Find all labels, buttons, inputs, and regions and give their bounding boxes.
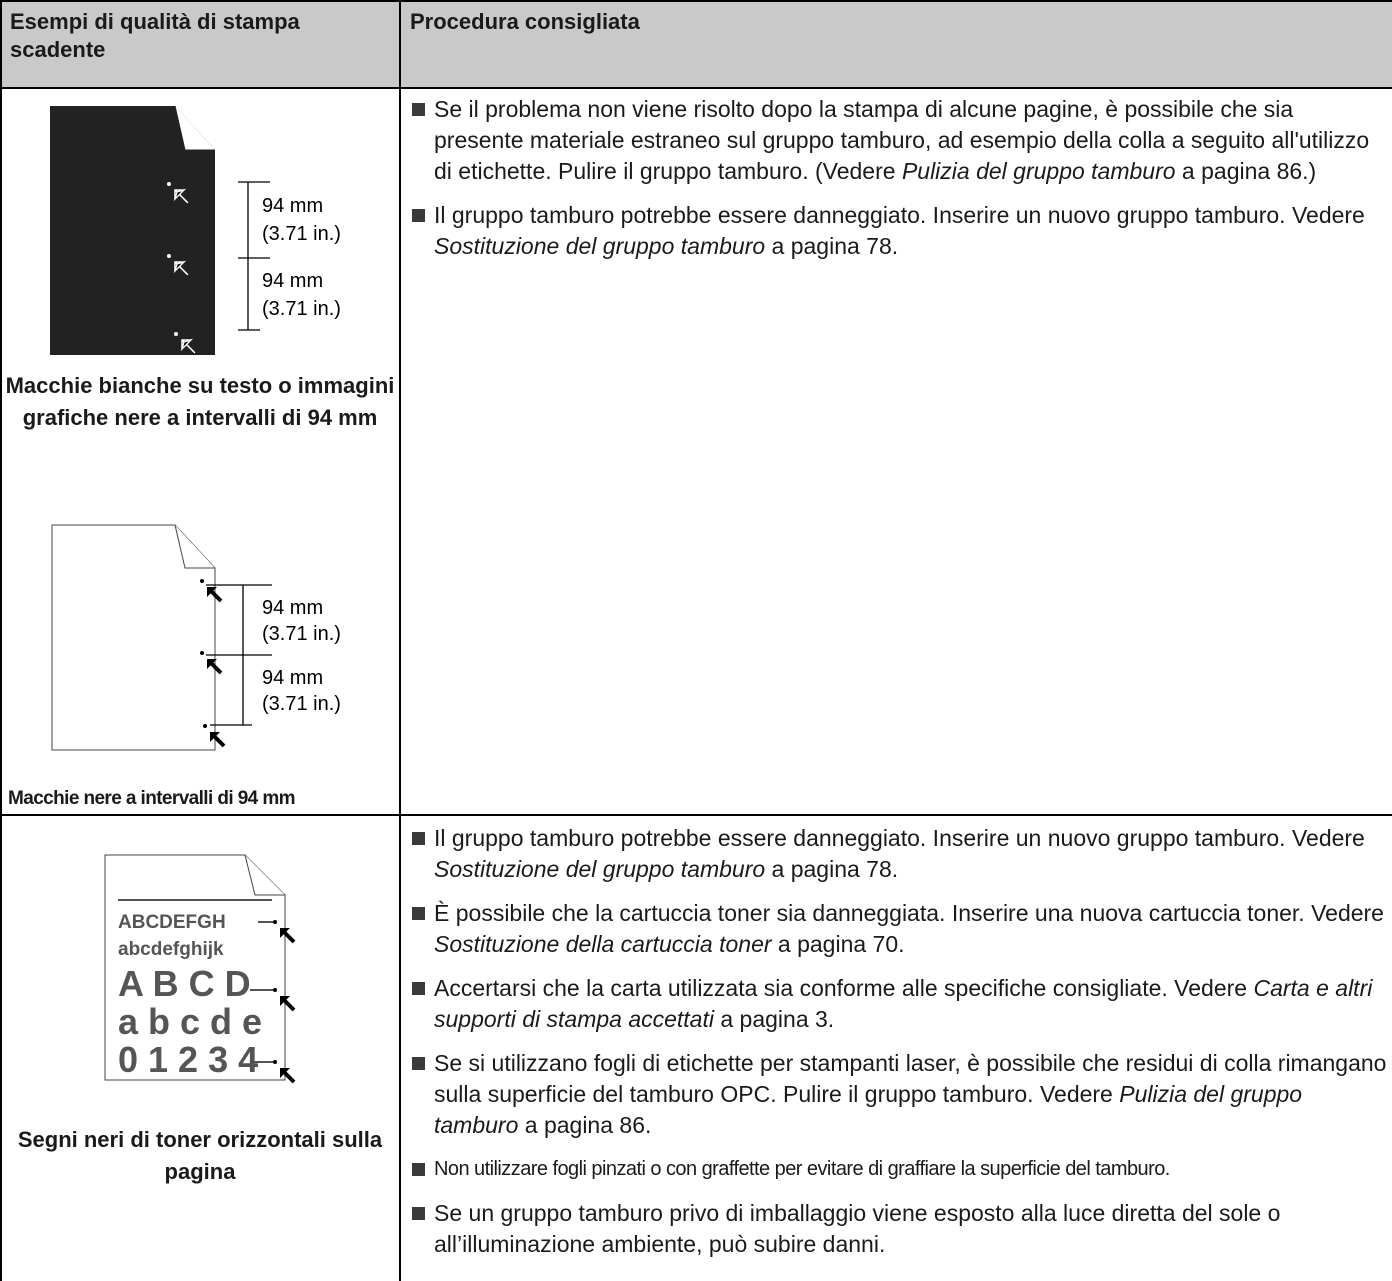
figure-caption: Macchie bianche su testo o immagini graf… bbox=[5, 373, 395, 430]
item-text: Non utilizzare fogli pinzati o con graff… bbox=[434, 1158, 1170, 1180]
table-border bbox=[0, 814, 1392, 816]
item-text: È possibile che la cartuccia toner sia d… bbox=[434, 900, 1391, 926]
item-text: a pagina 86. bbox=[518, 1112, 652, 1138]
item-text: a pagina 78. bbox=[765, 233, 899, 259]
reference-link-text: Pulizia del gruppo tamburo bbox=[434, 1081, 1309, 1138]
bullet-item: Il gruppo tamburo potrebbe essere danneg… bbox=[410, 200, 1385, 262]
dimension-label: 94 mm bbox=[262, 195, 323, 217]
reference-link-text: Pulizia del gruppo tamburo bbox=[901, 158, 1176, 184]
bullet-item: Non utilizzare fogli pinzati o con graff… bbox=[410, 1154, 1388, 1185]
procedure-cell: Se il problema non viene risolto dopo la… bbox=[410, 94, 1385, 275]
sample-line: 0 1 2 3 4 bbox=[118, 1039, 258, 1080]
dimension-label: (3.71 in.) bbox=[262, 298, 341, 320]
bullet-list: Il gruppo tamburo potrebbe essere danneg… bbox=[410, 823, 1388, 1260]
sample-line: a b c d e bbox=[118, 1001, 262, 1042]
table-border bbox=[0, 0, 2, 1281]
bullet-item: Il gruppo tamburo potrebbe essere danneg… bbox=[410, 823, 1388, 885]
bullet-item: Se un gruppo tamburo privo di imballaggi… bbox=[410, 1198, 1388, 1260]
item-text: a pagina 70. bbox=[771, 931, 905, 957]
sample-line: abcdefghijk bbox=[118, 939, 224, 960]
reference-link-text: Sostituzione del gruppo tamburo bbox=[434, 856, 766, 882]
table-border bbox=[399, 0, 401, 1281]
reference-link-text: Sostituzione della cartuccia toner bbox=[434, 931, 772, 957]
figure-caption: Macchie nere a intervalli di 94 mm bbox=[8, 788, 296, 809]
item-text: Se si utilizzano fogli di etichette per … bbox=[434, 1050, 1387, 1107]
table-border bbox=[0, 0, 1392, 2]
item-text: Se il problema non viene risolto dopo la… bbox=[434, 96, 1376, 184]
bullet-list: Se il problema non viene risolto dopo la… bbox=[410, 94, 1385, 262]
figure-toner-marks: ABCDEFGH abcdefghijk A B C D a b c d e 0… bbox=[104, 854, 296, 1084]
procedure-cell: Il gruppo tamburo potrebbe essere danneg… bbox=[410, 823, 1388, 1273]
dimension-label: (3.71 in.) bbox=[262, 623, 341, 645]
sample-line: A B C D bbox=[118, 963, 251, 1004]
figure-caption: Segni neri di toner orizzontali sulla pa… bbox=[17, 1127, 383, 1184]
item-text: Il gruppo tamburo potrebbe essere danneg… bbox=[434, 825, 1372, 851]
dimension-label: (3.71 in.) bbox=[262, 693, 341, 715]
bullet-item: Accertarsi che la carta utilizzata sia c… bbox=[410, 973, 1388, 1035]
bullet-item: È possibile che la cartuccia toner sia d… bbox=[410, 898, 1388, 960]
item-text: a pagina 86.) bbox=[1175, 158, 1317, 184]
header-cell: Procedura consigliata bbox=[400, 0, 1392, 88]
item-text: Accertarsi che la carta utilizzata sia c… bbox=[434, 975, 1254, 1001]
figure-black-spots: 94 mm (3.71 in.) 94 mm (3.71 in.) bbox=[51, 524, 341, 751]
header-cell: Esempi di qualità di stampa scadente bbox=[0, 0, 400, 88]
item-text: Se un gruppo tamburo privo di imballaggi… bbox=[434, 1200, 1287, 1257]
sample-line: ABCDEFGH bbox=[118, 912, 226, 933]
figure-white-spots: 94 mm (3.71 in.) 94 mm (3.71 in.) bbox=[50, 105, 341, 355]
table-border bbox=[0, 87, 1392, 89]
dimension-label: (3.71 in.) bbox=[262, 223, 341, 245]
dimension-label: 94 mm bbox=[262, 597, 323, 619]
item-text: a pagina 78. bbox=[765, 856, 899, 882]
dimension-label: 94 mm bbox=[262, 667, 323, 689]
item-text: a pagina 3. bbox=[713, 1006, 835, 1032]
dimension-label: 94 mm bbox=[262, 270, 323, 292]
bullet-item: Se il problema non viene risolto dopo la… bbox=[410, 94, 1385, 187]
item-text: Il gruppo tamburo potrebbe essere danneg… bbox=[434, 202, 1372, 228]
reference-link-text: Carta e altri supporti di stampa accetta… bbox=[434, 975, 1379, 1032]
bullet-item: Se si utilizzano fogli di etichette per … bbox=[410, 1048, 1388, 1141]
reference-link-text: Sostituzione del gruppo tamburo bbox=[434, 233, 766, 259]
